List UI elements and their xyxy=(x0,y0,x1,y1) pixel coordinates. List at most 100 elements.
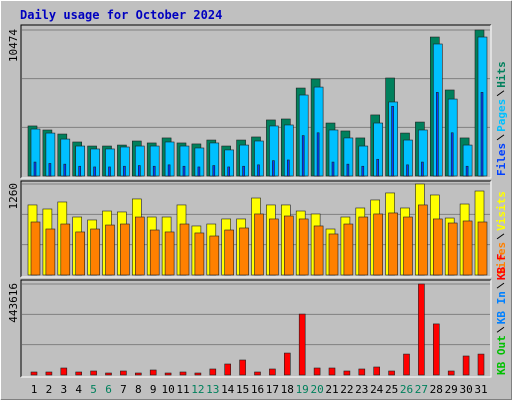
x-tick-label: 4 xyxy=(75,383,82,396)
bar xyxy=(331,161,335,177)
bar xyxy=(283,215,294,276)
bar xyxy=(149,369,157,376)
bar xyxy=(447,370,455,376)
bar xyxy=(269,368,276,376)
bar xyxy=(60,367,68,376)
bar xyxy=(75,231,85,276)
legend-entry: KB Out xyxy=(495,335,508,375)
bar xyxy=(105,224,115,276)
x-tick-label: 24 xyxy=(370,383,384,396)
bar xyxy=(269,218,279,276)
bar xyxy=(316,132,320,177)
bar xyxy=(123,165,126,177)
plot-border-light xyxy=(21,25,492,179)
bar xyxy=(301,135,305,177)
bar xyxy=(450,132,454,177)
bar xyxy=(257,164,260,177)
legend-separator xyxy=(496,233,505,240)
y-tick-label: 1260 xyxy=(7,183,20,210)
bar xyxy=(418,283,425,376)
legend-entry: Hits xyxy=(495,61,508,88)
bar xyxy=(358,368,366,376)
legend-entry: Pages xyxy=(495,99,508,132)
x-tick-label: 29 xyxy=(445,383,458,396)
bar xyxy=(93,166,96,177)
bar xyxy=(164,231,175,276)
bar xyxy=(373,366,381,376)
bar xyxy=(30,371,38,376)
bar xyxy=(403,353,410,376)
x-tick-label: 18 xyxy=(281,383,294,396)
legend-entry: KB In xyxy=(495,291,508,324)
bar xyxy=(182,165,186,177)
bar xyxy=(346,163,350,177)
x-tick-label: 25 xyxy=(385,383,398,396)
x-tick-label: 23 xyxy=(355,383,368,396)
bar xyxy=(197,166,201,177)
legend-separator xyxy=(496,134,505,141)
bar xyxy=(48,163,52,177)
bar xyxy=(298,218,309,276)
bar xyxy=(164,372,172,376)
bar xyxy=(376,158,380,177)
bar xyxy=(152,165,156,177)
x-tick-label: 21 xyxy=(325,383,338,396)
bar xyxy=(179,371,187,376)
x-tick-label: 12 xyxy=(191,383,204,396)
x-tick-label: 16 xyxy=(251,383,264,396)
bar xyxy=(224,229,234,276)
bar xyxy=(33,161,37,177)
bar xyxy=(480,92,484,177)
bar xyxy=(138,165,141,177)
legend-entry: Files xyxy=(495,143,508,176)
bar xyxy=(435,92,439,177)
legend-entry: Visits xyxy=(495,191,508,231)
bar xyxy=(432,323,440,376)
x-tick-label: 26 xyxy=(400,383,413,396)
bar xyxy=(388,370,395,376)
bar xyxy=(209,368,217,376)
x-tick-label: 5 xyxy=(90,383,97,396)
bar xyxy=(63,163,67,177)
x-tick-label: 7 xyxy=(120,383,127,396)
bar xyxy=(432,218,443,276)
bar xyxy=(328,233,339,276)
x-tick-label: 14 xyxy=(221,383,235,396)
bar xyxy=(254,371,261,376)
bar xyxy=(286,159,290,177)
plot-area xyxy=(21,280,491,377)
bar xyxy=(313,225,324,276)
bar xyxy=(465,165,469,177)
x-tick-label: 31 xyxy=(474,383,487,396)
x-tick-label: 27 xyxy=(415,383,428,396)
plot-border-light xyxy=(21,181,492,278)
bar xyxy=(447,222,458,276)
x-tick-label: 6 xyxy=(105,383,112,396)
bar xyxy=(194,372,202,376)
bar xyxy=(120,370,127,376)
x-tick-label: 22 xyxy=(340,383,353,396)
bar xyxy=(30,221,41,276)
bar xyxy=(90,370,97,376)
bar xyxy=(135,372,142,376)
bar xyxy=(418,204,428,276)
bar xyxy=(212,165,216,177)
x-tick-label: 2 xyxy=(46,383,53,396)
legend-separator xyxy=(496,282,505,289)
bar xyxy=(90,228,100,276)
bar xyxy=(361,165,365,177)
bar xyxy=(60,223,71,276)
bar xyxy=(391,106,394,177)
bar xyxy=(227,166,230,177)
plot-border-dark xyxy=(20,24,491,178)
x-tick-label: 13 xyxy=(206,383,219,396)
bar xyxy=(328,367,336,376)
bar xyxy=(462,355,470,376)
bar xyxy=(75,371,82,376)
bar xyxy=(149,229,160,276)
x-tick-label: 19 xyxy=(296,383,309,396)
bar xyxy=(167,164,171,177)
x-tick-label: 20 xyxy=(310,383,323,396)
bar xyxy=(78,165,81,177)
